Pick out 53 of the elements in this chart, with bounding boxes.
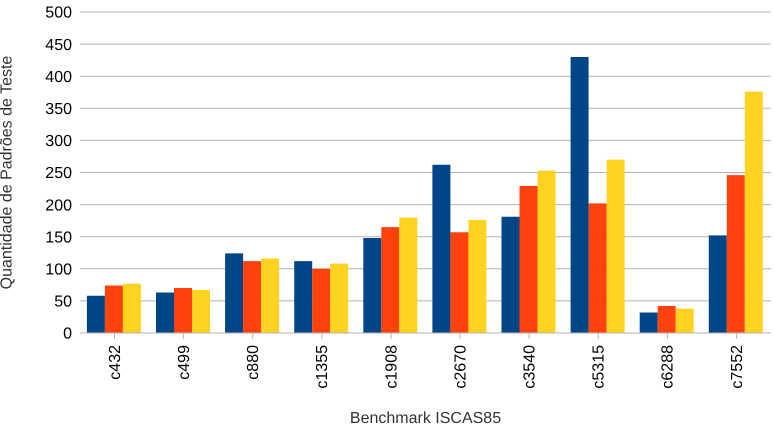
bar	[174, 288, 192, 333]
bar	[399, 217, 418, 333]
y-tick-label: 0	[63, 326, 72, 343]
bar	[744, 92, 763, 333]
bar	[192, 290, 210, 333]
x-tick-label: c499	[176, 344, 194, 380]
y-tick-label: 300	[45, 133, 72, 150]
y-tick-label: 50	[54, 294, 72, 311]
y-tick-label: 400	[45, 68, 72, 86]
y-tick-label: 100	[45, 261, 72, 278]
bar	[606, 160, 625, 333]
y-tick-label: 150	[45, 229, 72, 246]
bar	[122, 284, 141, 333]
bar	[570, 56, 589, 333]
x-tick-label: c880	[245, 344, 262, 380]
x-tick-label: c1355	[314, 344, 332, 389]
y-tick-label: 450	[45, 36, 72, 54]
bar	[243, 261, 262, 333]
bar	[658, 306, 676, 333]
bar	[294, 261, 312, 333]
y-tick-label: 500	[45, 4, 72, 22]
bar	[450, 232, 468, 333]
bar	[156, 292, 174, 333]
bar	[330, 264, 348, 333]
x-tick-label: c1908	[383, 344, 400, 389]
y-tick-label: 250	[45, 165, 72, 182]
x-tick-label: c3540	[522, 344, 539, 389]
bar	[363, 238, 382, 333]
bar	[381, 227, 400, 333]
bar	[726, 175, 745, 333]
x-tick-label: c5315	[590, 344, 608, 389]
bar	[640, 312, 658, 333]
bar	[538, 170, 556, 333]
x-tick-label: c432	[106, 344, 124, 380]
bar	[261, 258, 280, 333]
x-tick-label: c2670	[452, 344, 470, 389]
y-axis-title: Quantidade de Padrões de Teste	[0, 56, 16, 290]
bar	[432, 164, 450, 333]
x-axis-title: Benchmark ISCAS85	[350, 410, 502, 427]
bar	[520, 186, 538, 333]
bar	[104, 285, 123, 333]
x-tick-label: c6288	[660, 344, 677, 389]
bar	[502, 216, 520, 333]
x-tick-label: c7552	[728, 344, 746, 389]
bar	[588, 203, 607, 333]
bar	[86, 296, 105, 333]
bar	[676, 308, 694, 333]
y-tick-label: 200	[45, 197, 72, 214]
bar	[312, 268, 330, 333]
bar	[708, 235, 727, 333]
y-tick-label: 350	[45, 100, 72, 118]
bar	[225, 253, 244, 333]
bar	[468, 220, 486, 333]
